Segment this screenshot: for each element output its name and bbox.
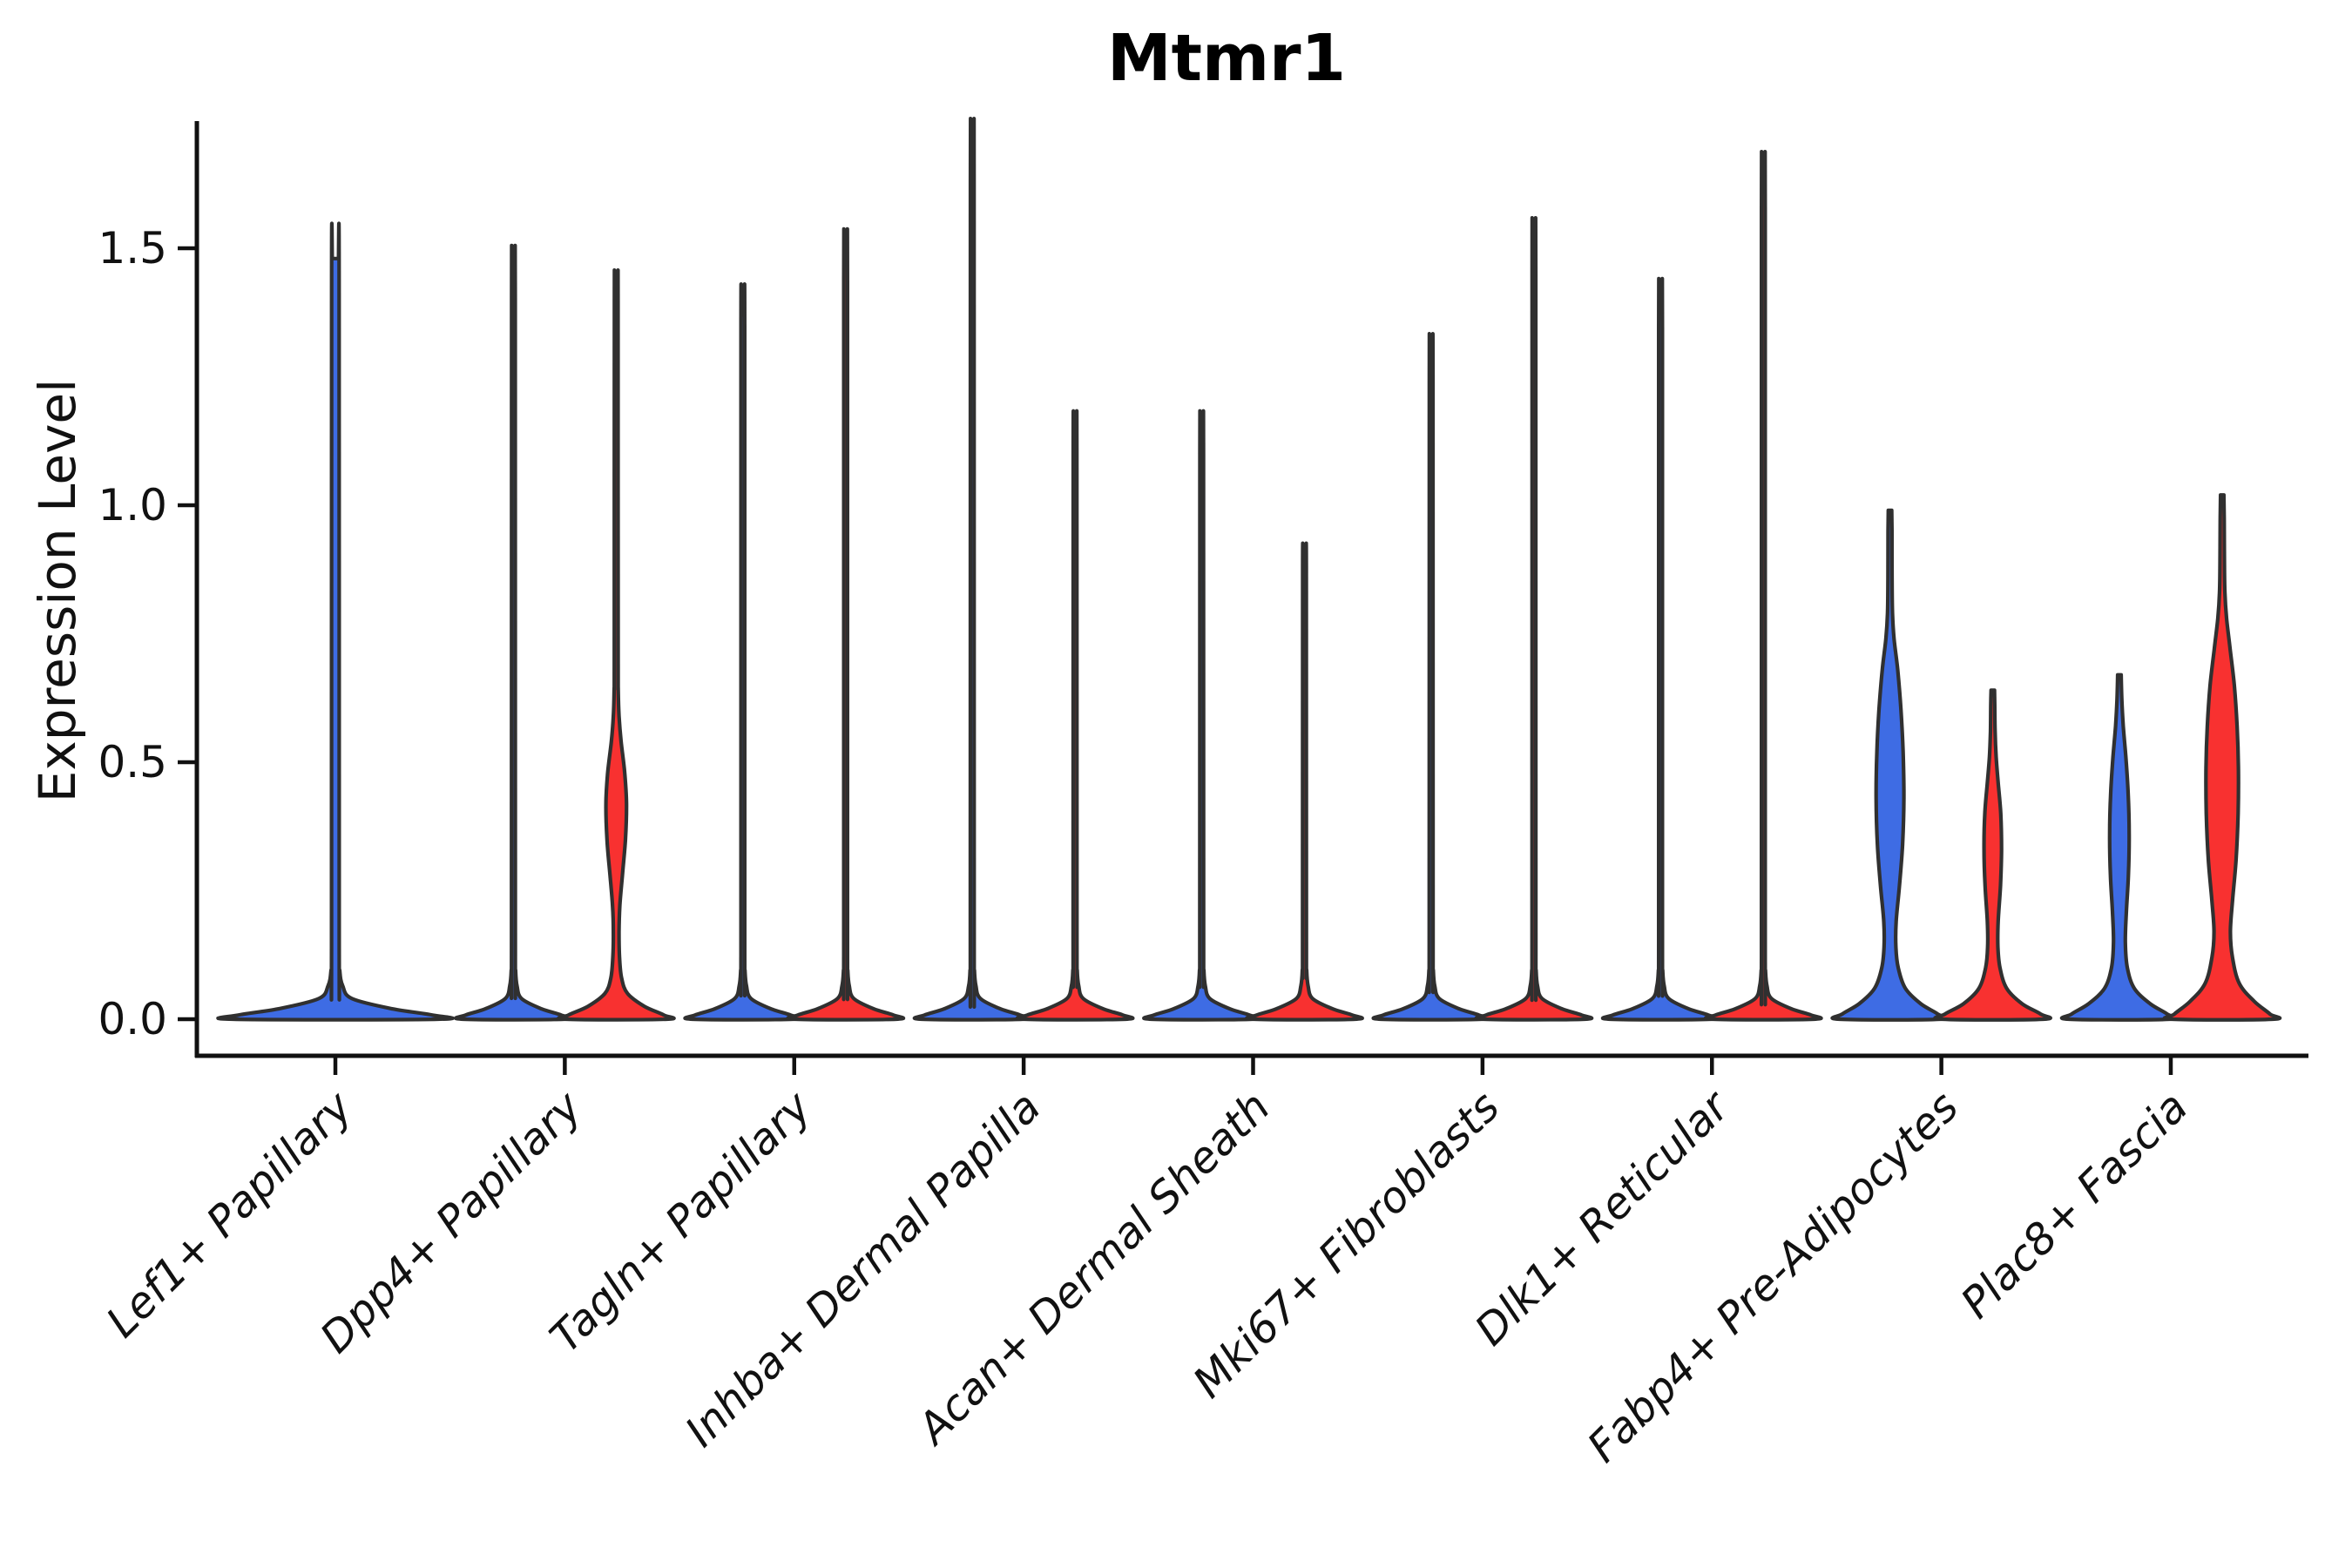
violin-mki67-blue [1371,332,1491,1022]
violin-fabp4-red [1933,688,2052,1022]
violin-inhba-blue [912,117,1032,1022]
y-tick-label: 0.5 [98,737,167,787]
violin-dpp4-red [557,268,676,1022]
violin-plac8-blue [2059,672,2180,1022]
axes [178,121,2308,1075]
y-axis-label: Expression Level [28,379,87,802]
violin-dpp4-blue [454,243,573,1022]
x-tick-label: Plac8+ Fascia [1951,1082,2197,1328]
violin-acan-red [1245,541,1364,1022]
violin-fabp4-blue [1830,508,1950,1022]
violin-tagln-blue [683,282,803,1022]
violin-mki67-red [1474,216,1594,1022]
violin-plac8-red [2162,493,2282,1022]
violin-lef1-single [216,221,455,1022]
x-tick-label: Dlk1+ Reticular [1465,1080,1740,1355]
plot-title: Mtmr1 [1107,21,1346,96]
violin-inhba-red [1015,409,1135,1022]
y-tick-label: 0.0 [98,994,167,1044]
x-tick-label: Fabp4+ Pre-Adipocytes [1578,1082,1969,1472]
violin-acan-blue [1142,409,1261,1022]
x-tick-label: Lef1+ Papillary [97,1081,362,1347]
violin-tagln-red [786,226,906,1022]
y-tick-label: 1.0 [98,480,167,531]
violin-dlk1-blue [1600,276,1720,1022]
y-tick-labels: 0.0 0.5 1.0 1.5 [98,223,167,1044]
violin-dlk1-red [1703,150,1823,1022]
violins [216,117,2282,1022]
y-tick-label: 1.5 [98,223,167,274]
